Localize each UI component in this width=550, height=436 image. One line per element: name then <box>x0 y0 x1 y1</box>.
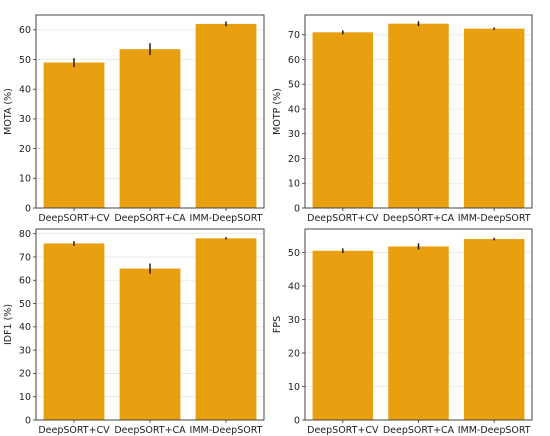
y-tick-label: 10 <box>288 179 300 190</box>
y-tick-label: 40 <box>19 322 31 333</box>
bar-imm-deepsort <box>195 23 257 209</box>
y-tick-label: 40 <box>288 104 300 115</box>
x-tick-label: DeepSORT+CV <box>38 213 110 224</box>
x-tick-label: IMM-DeepSORT <box>190 425 263 436</box>
bar-deepsort-cv <box>312 32 374 209</box>
x-tick-label: IMM-DeepSORT <box>458 425 531 436</box>
y-tick-label: 0 <box>294 203 300 214</box>
x-tick-label: IMM-DeepSORT <box>458 213 531 224</box>
x-tick-label: DeepSORT+CA <box>383 425 455 436</box>
y-axis-label: MOTP (%) <box>272 88 283 135</box>
axes-frame <box>35 228 265 421</box>
axes-frame <box>304 228 533 421</box>
bar-deepsort-cv <box>312 250 374 420</box>
y-tick-label: 0 <box>25 415 31 426</box>
y-tick-label: 60 <box>19 25 31 36</box>
y-tick-label: 20 <box>288 154 300 165</box>
x-tick-label: DeepSORT+CA <box>114 213 186 224</box>
x-tick-label: DeepSORT+CV <box>307 425 379 436</box>
bar-deepsort-ca <box>119 268 181 420</box>
bar-deepsort-ca <box>388 23 449 208</box>
bar-imm-deepsort <box>463 239 525 420</box>
x-tick-label: DeepSORT+CV <box>307 213 379 224</box>
y-tick-label: 30 <box>288 315 300 326</box>
y-tick-label: 70 <box>19 252 31 263</box>
bar-deepsort-ca <box>119 49 181 209</box>
y-axis-label: MOTA (%) <box>3 88 14 135</box>
y-axis-label: IDF1 (%) <box>3 304 14 345</box>
y-tick-label: 10 <box>19 392 31 403</box>
y-tick-label: 30 <box>19 345 31 356</box>
y-tick-label: 20 <box>19 144 31 155</box>
y-tick-label: 70 <box>288 30 300 41</box>
bar-deepsort-cv <box>43 243 105 420</box>
y-tick-label: 60 <box>19 276 31 287</box>
bar-imm-deepsort <box>463 28 525 208</box>
bar-imm-deepsort <box>195 238 257 420</box>
y-tick-label: 60 <box>288 55 300 66</box>
y-tick-label: 0 <box>294 415 300 426</box>
y-axis-label: FPS <box>272 316 283 333</box>
x-tick-label: IMM-DeepSORT <box>190 213 263 224</box>
axes-frame <box>304 14 533 209</box>
y-tick-label: 10 <box>288 382 300 393</box>
y-tick-label: 40 <box>19 85 31 96</box>
y-tick-label: 20 <box>19 369 31 380</box>
chart-panel-0: 0 10 20 30 40 50 60 DeepSORT+CV DeepSORT+CA IMM-D… <box>3 14 265 224</box>
y-tick-label: 20 <box>288 348 300 359</box>
y-tick-label: 80 <box>19 229 31 240</box>
x-tick-label: DeepSORT+CA <box>383 213 455 224</box>
y-tick-label: 40 <box>288 281 300 292</box>
axes-frame <box>35 14 265 209</box>
chart-panel-1: 0 10 20 30 40 50 60 70 DeepSORT+CV DeepSORT+CA IMM… <box>272 14 533 224</box>
y-tick-label: 30 <box>19 114 31 125</box>
x-tick-label: DeepSORT+CV <box>38 425 110 436</box>
chart-panel-3: 0 10 20 30 40 50 DeepSORT+CV DeepSORT+CA IMM-Dee… <box>272 228 533 436</box>
bar-deepsort-ca <box>388 246 449 420</box>
y-tick-label: 50 <box>19 55 31 66</box>
chart-panel-2: 0 10 20 30 40 50 60 70 80 DeepSORT+CV DeepSORT+CA I… <box>3 228 265 436</box>
bar-deepsort-cv <box>43 62 105 208</box>
y-tick-label: 50 <box>288 248 300 259</box>
y-tick-label: 10 <box>19 174 31 185</box>
y-tick-label: 50 <box>288 80 300 91</box>
y-tick-label: 30 <box>288 129 300 140</box>
y-tick-label: 50 <box>19 299 31 310</box>
x-tick-label: DeepSORT+CA <box>114 425 186 436</box>
y-tick-label: 0 <box>25 203 31 214</box>
